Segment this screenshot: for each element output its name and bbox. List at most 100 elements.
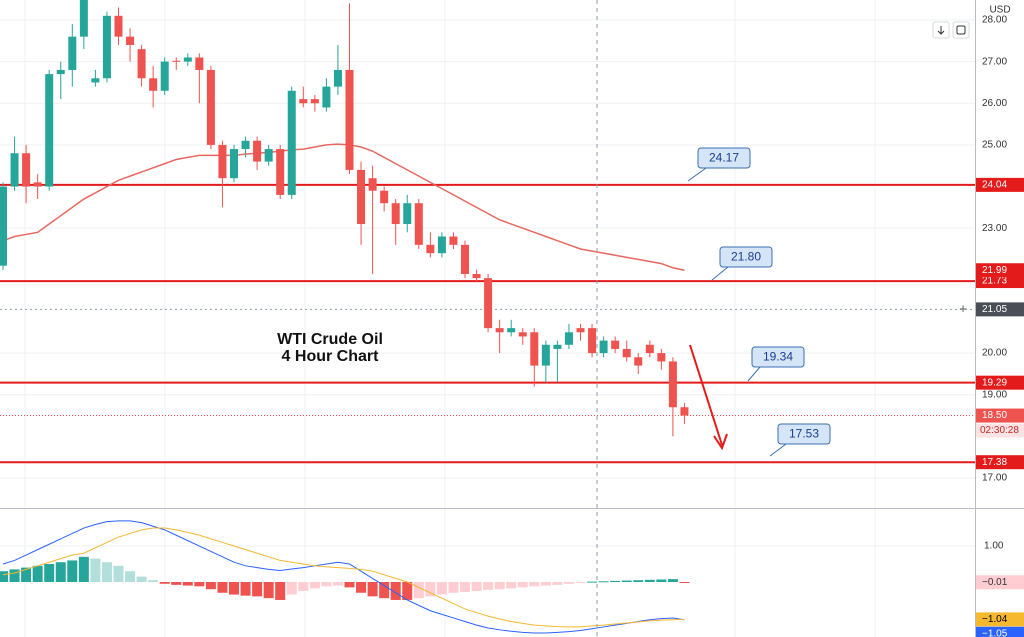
macd-line xyxy=(2,520,685,634)
y-tick-label: 19.00 xyxy=(982,389,1007,400)
histogram-bar xyxy=(471,581,482,591)
candle-body xyxy=(287,90,296,195)
histogram-bar xyxy=(0,571,8,582)
candle-body xyxy=(172,60,181,62)
countdown-tag xyxy=(976,423,1024,438)
histogram-bar xyxy=(78,556,89,582)
candle-body xyxy=(10,153,19,187)
histogram-bar xyxy=(101,562,112,582)
moving-average-line xyxy=(2,143,685,271)
histogram-bar xyxy=(621,580,632,582)
price-tag-label: 21.73 xyxy=(982,276,1007,287)
price-tag xyxy=(976,455,1024,470)
candle-body xyxy=(276,149,285,195)
candle-body xyxy=(56,69,65,75)
candle-body xyxy=(137,49,146,79)
candle-body xyxy=(322,86,331,108)
candle-body xyxy=(553,344,562,349)
histogram-bar xyxy=(205,581,216,590)
histogram-bar xyxy=(679,581,690,583)
candle-body xyxy=(518,332,527,337)
price-tag-label: 17.38 xyxy=(982,457,1007,468)
price-tag-label: −1.05 xyxy=(982,628,1008,637)
histogram-bar xyxy=(240,581,251,596)
candle-body xyxy=(599,340,608,354)
price-tag xyxy=(976,575,1024,590)
price-tag xyxy=(976,274,1024,289)
callout-label: 24.17 xyxy=(709,151,739,165)
histogram-bar xyxy=(644,579,655,582)
trend-arrow xyxy=(689,344,728,451)
candle-body xyxy=(45,74,54,187)
candle-body xyxy=(241,140,250,150)
histogram-bar xyxy=(656,579,667,582)
histogram-bar xyxy=(263,581,274,599)
candle-body xyxy=(403,203,412,225)
histogram-bar xyxy=(113,565,124,582)
y-tick-label: 25.00 xyxy=(982,140,1007,151)
histogram-bar xyxy=(67,560,78,582)
candle-body xyxy=(414,203,423,245)
candle-body xyxy=(680,407,689,416)
histogram-bar xyxy=(494,581,505,590)
candle-body xyxy=(611,340,620,349)
currency-label: USD xyxy=(989,5,1010,16)
candle-body xyxy=(368,178,377,191)
candle-body xyxy=(449,236,458,245)
histogram-bar xyxy=(633,580,644,582)
chart-subtitle: 4 Hour Chart xyxy=(282,348,380,365)
price-tag xyxy=(976,302,1024,317)
histogram-bar xyxy=(529,581,540,587)
candle-body xyxy=(253,140,262,162)
histogram-bar xyxy=(587,581,598,583)
countdown-label: 02:30:28 xyxy=(980,425,1019,436)
histogram-bar xyxy=(552,581,563,585)
callout-pointer xyxy=(687,167,707,182)
price-tag xyxy=(976,263,1024,278)
y-tick-label: 1.00 xyxy=(984,541,1004,552)
histogram-bar xyxy=(402,581,413,600)
histogram-bar xyxy=(425,581,436,597)
histogram-bar xyxy=(32,565,43,582)
candle-body xyxy=(588,328,597,354)
candle-body xyxy=(345,69,354,170)
chart-title: WTI Crude Oil xyxy=(277,331,383,348)
histogram-bar xyxy=(483,581,494,590)
histogram-bar xyxy=(506,581,517,589)
candle-body xyxy=(530,332,539,366)
crosshair-plus: + xyxy=(959,301,967,316)
price-tag xyxy=(976,375,1024,390)
candle-body xyxy=(114,15,123,37)
candle-body xyxy=(206,69,215,145)
candle-body xyxy=(149,78,158,91)
candle-body xyxy=(484,278,493,329)
candle-body xyxy=(183,57,192,62)
callout-label: 19.34 xyxy=(763,350,793,364)
candle-body xyxy=(230,149,238,179)
fullscreen-button[interactable] xyxy=(952,21,970,39)
candle-body xyxy=(299,99,308,104)
fullscreen-icon xyxy=(956,25,966,35)
candle-body xyxy=(541,344,550,366)
price-tag xyxy=(976,177,1024,192)
callout-box xyxy=(751,346,805,368)
histogram-bar xyxy=(217,581,228,593)
toolbar[interactable] xyxy=(932,21,970,39)
candle-body xyxy=(264,149,273,162)
macd-pane xyxy=(0,520,975,634)
candle-body xyxy=(472,273,481,279)
y-tick-label: 26.00 xyxy=(982,98,1007,109)
histogram-bar xyxy=(229,581,239,595)
callout-pointer xyxy=(711,266,729,281)
histogram-bar xyxy=(90,558,101,582)
histogram-bar xyxy=(598,581,609,583)
callout-label: 17.53 xyxy=(789,427,819,441)
histogram-bar xyxy=(159,581,170,584)
signal-line xyxy=(2,527,685,628)
candle-body xyxy=(195,57,204,70)
price-tag-label: 24.04 xyxy=(982,180,1007,191)
candle-body xyxy=(22,153,31,187)
histogram-bar xyxy=(344,581,355,588)
